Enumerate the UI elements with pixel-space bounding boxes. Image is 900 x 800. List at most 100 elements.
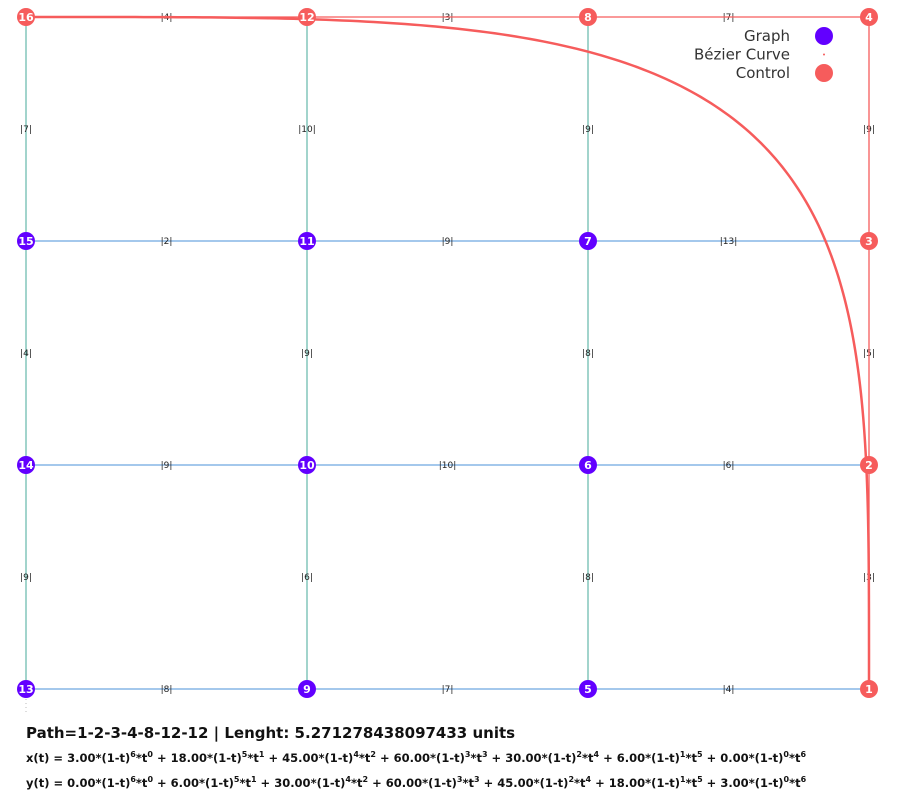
edge-weight: |8|: [582, 349, 594, 359]
node-label: 14: [18, 459, 34, 472]
control-node-circle: [860, 680, 878, 698]
info-panel: Path=1-2-3-4-8-12-12 | Lenght: 5.2712784…: [26, 724, 896, 794]
equation-term: + 45.00*(1-t)4*t2: [264, 750, 376, 765]
legend-marker: [823, 53, 825, 56]
edge-weight: |9|: [301, 349, 313, 359]
node-label: 15: [18, 235, 33, 248]
node-3[interactable]: 3: [860, 232, 878, 250]
node-label: 12: [299, 11, 314, 24]
x-equation: x(t) = 3.00*(1-t)6*t0 + 18.00*(1-t)5*t1 …: [26, 750, 807, 765]
equation-term: + 60.00*(1-t)3*t3: [376, 750, 488, 765]
node-1[interactable]: 1: [860, 680, 878, 698]
edge-weight: |3|: [442, 13, 454, 23]
node-label: 4: [865, 11, 873, 24]
graph-node-circle: [579, 680, 597, 698]
equation-term: + 18.00*(1-t)5*t1: [152, 750, 265, 765]
node-label: 13: [18, 683, 33, 696]
node-label: 7: [584, 235, 592, 248]
legend-label: Bézier Curve: [694, 46, 790, 64]
graph-node-circle: [17, 680, 35, 698]
edge-weight: |9|: [161, 461, 173, 471]
equation-term: + 18.00*(1-t)1*t5: [591, 774, 703, 790]
edge-weight: |9|: [442, 237, 454, 247]
graph-node-circle: [298, 680, 316, 698]
graph-node-circle: [17, 456, 35, 474]
edge-weight: |2|: [161, 237, 173, 247]
equation-term: + 45.00*(1-t)2*t4: [479, 774, 592, 790]
control-node-circle: [860, 456, 878, 474]
node-6[interactable]: 6: [579, 456, 597, 474]
control-node-circle: [298, 8, 316, 26]
node-12[interactable]: 12: [298, 8, 316, 26]
control-node-circle: [860, 232, 878, 250]
node-5[interactable]: 5: [579, 680, 597, 698]
edge-weight: |4|: [20, 349, 32, 359]
edge-weight: |8|: [582, 573, 594, 583]
bezier-layer: [26, 15, 871, 689]
control-node-circle: [860, 8, 878, 26]
node-8[interactable]: 8: [579, 8, 597, 26]
bezier-curve: [26, 15, 871, 689]
legend-label: Graph: [744, 27, 790, 45]
node-7[interactable]: 7: [579, 232, 597, 250]
path-layer: [25, 16, 870, 715]
equation-term: + 3.00*(1-t)0*t6: [702, 774, 807, 790]
equation-term: + 30.00*(1-t)2*t4: [487, 750, 600, 765]
edge-weight: |6|: [301, 573, 313, 583]
node-label: 5: [584, 683, 592, 696]
node-label: 11: [299, 235, 314, 248]
node-4[interactable]: 4: [860, 8, 878, 26]
legend-marker: [815, 27, 833, 45]
node-label: 8: [584, 11, 592, 24]
equation-term: + 0.00*(1-t)0*t6: [702, 750, 807, 765]
edge-weight: |9|: [20, 573, 32, 583]
shortest-path: [26, 16, 870, 689]
node-10[interactable]: 10: [298, 456, 316, 474]
edge-weight: |9|: [582, 125, 594, 135]
edge-weights-layer: |8| |7| |4| |9| |10| |6| |2| |9| |13| |4| |3| |7| |9…: [20, 13, 875, 695]
edge-weight: |10|: [298, 125, 316, 135]
edge-weight: |7|: [723, 13, 735, 23]
node-9[interactable]: 9: [298, 680, 316, 698]
control-node-circle: [17, 8, 35, 26]
graph-node-circle: [579, 456, 597, 474]
control-node-circle: [579, 8, 597, 26]
legend-label: Control: [736, 64, 790, 82]
node-15[interactable]: 15: [17, 232, 35, 250]
equation-term: 3.00*(1-t)6*t0: [67, 750, 153, 765]
edge-weight: |7|: [442, 685, 454, 695]
graph-canvas: |8| |7| |4| |9| |10| |6| |2| |9| |13| |4| |3| |7| |9…: [17, 8, 878, 715]
node-label: 10: [299, 459, 315, 472]
graph-node-circle: [298, 456, 316, 474]
node-14[interactable]: 14: [17, 456, 35, 474]
node-11[interactable]: 11: [298, 232, 316, 250]
edges-layer: [25, 16, 870, 690]
node-label: 3: [865, 235, 873, 248]
y-equation: y(t) = 0.00*(1-t)6*t0 + 6.00*(1-t)5*t1 +…: [26, 774, 807, 790]
edge-weight: |13|: [720, 237, 738, 247]
equation-term: + 6.00*(1-t)1*t5: [599, 750, 703, 765]
legend-marker: [815, 64, 833, 82]
node-16[interactable]: 16: [17, 8, 35, 26]
graph-node-circle: [579, 232, 597, 250]
equation-term: 0.00*(1-t)6*t0: [67, 774, 154, 790]
equation-term: + 60.00*(1-t)3*t3: [368, 774, 480, 790]
node-label: 2: [865, 459, 873, 472]
edge-weight: |4|: [723, 685, 735, 695]
graph-node-circle: [298, 232, 316, 250]
node-2[interactable]: 2: [860, 456, 878, 474]
node-label: 6: [584, 459, 592, 472]
graph-node-circle: [17, 232, 35, 250]
node-label: 9: [303, 683, 311, 696]
edge-weight: |7|: [20, 125, 32, 135]
path-summary: Path=1-2-3-4-8-12-12 | Lenght: 5.2712784…: [26, 724, 516, 742]
node-13[interactable]: 13: [17, 680, 35, 698]
equation-term: + 6.00*(1-t)5*t1: [153, 774, 257, 790]
edge-weight: |10|: [439, 461, 457, 471]
edge-weight: |6|: [723, 461, 735, 471]
node-label: 1: [865, 683, 873, 696]
equation-term: + 30.00*(1-t)4*t2: [256, 774, 369, 790]
edge-weight: |8|: [161, 685, 173, 695]
